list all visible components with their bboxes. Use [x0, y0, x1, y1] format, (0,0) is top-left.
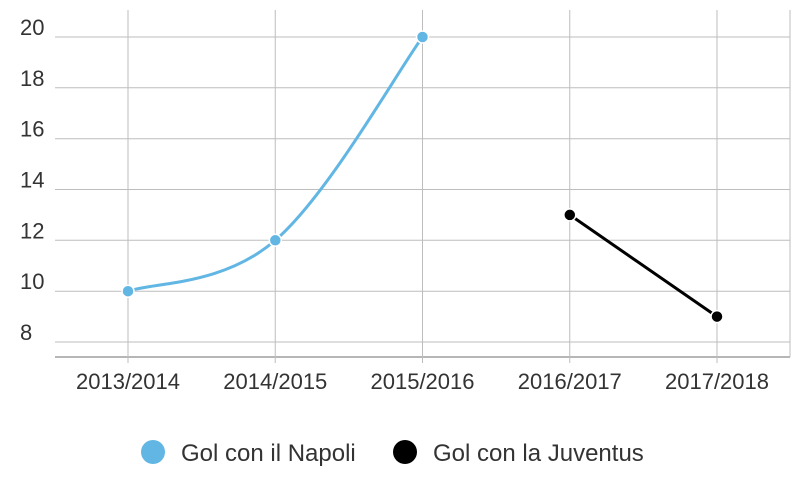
y-tick-label: 12: [20, 218, 44, 243]
y-tick-label: 16: [20, 117, 44, 142]
x-tick-label: 2013/2014: [76, 369, 180, 394]
data-point-series-1: [268, 233, 283, 248]
series-layer: [121, 30, 724, 324]
y-axis-ticks: 8 10 12 14 16 18 20: [20, 15, 44, 345]
data-point-series-2: [563, 208, 577, 222]
x-tick-label: 2014/2015: [223, 369, 327, 394]
y-tick-label: 10: [20, 269, 44, 294]
data-point-series-1: [121, 284, 135, 298]
x-tick-label: 2017/2018: [665, 369, 769, 394]
y-tick-label: 14: [20, 168, 44, 193]
data-point-series-2: [710, 309, 724, 324]
y-tick-label: 8: [20, 320, 32, 345]
legend-label-2: Gol con la Juventus: [433, 440, 644, 467]
data-point-series-1: [415, 30, 430, 44]
legend-marker-1: [141, 440, 165, 464]
legend-label-1: Gol con il Napoli: [181, 440, 356, 467]
x-tick-label: 2016/2017: [518, 369, 622, 394]
legend: Gol con il Napoli Gol con la Juventus: [141, 440, 644, 467]
x-tick-label: 2015/2016: [371, 369, 475, 394]
y-tick-label: 20: [20, 15, 44, 40]
series-line-2: [568, 213, 719, 319]
grid-layer: [55, 10, 791, 363]
legend-marker-2: [393, 440, 417, 464]
series-line-1: [126, 35, 424, 293]
x-axis-ticks: 2013/2014 2014/2015 2015/2016 2016/2017 2017…: [76, 369, 769, 394]
y-tick-label: 18: [20, 66, 44, 91]
